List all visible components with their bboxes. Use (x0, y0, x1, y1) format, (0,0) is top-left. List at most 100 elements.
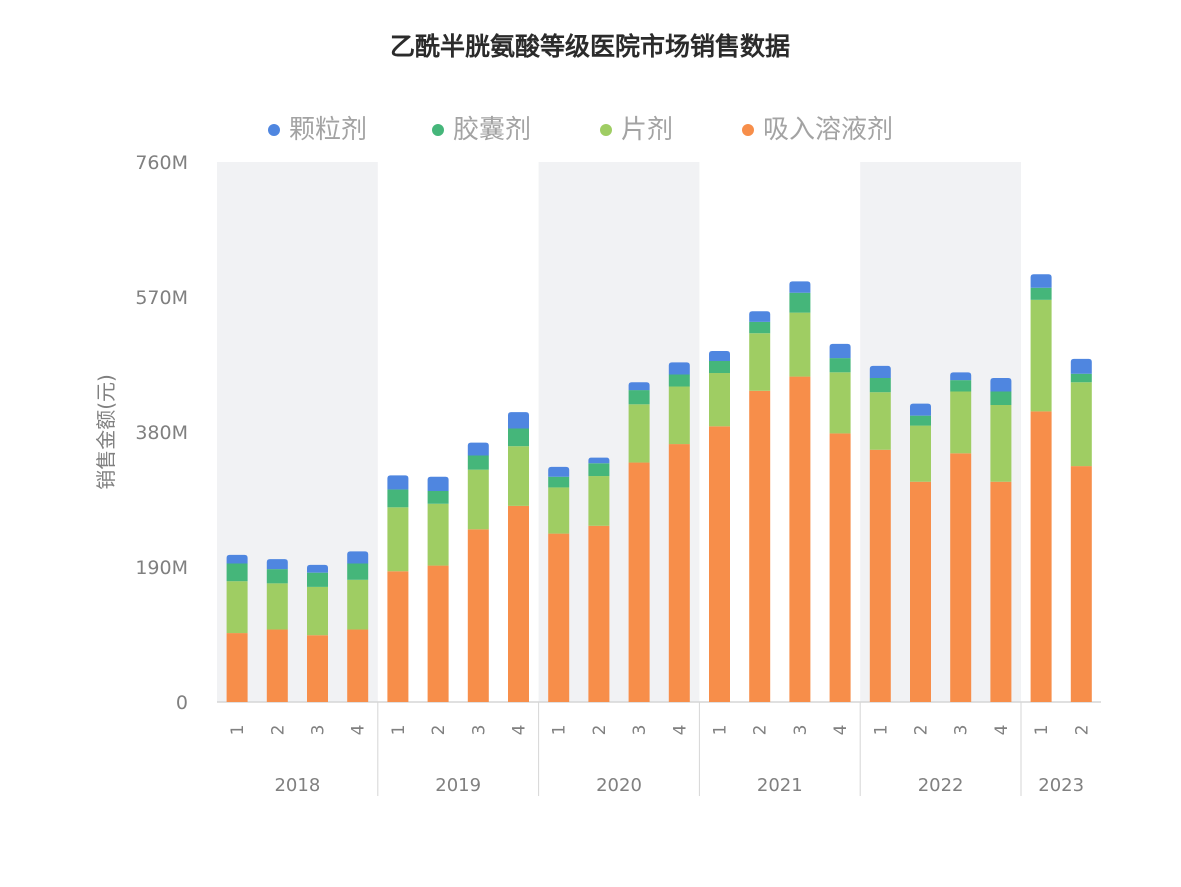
bar-segment-片剂 (990, 405, 1012, 482)
bar-segment-胶囊剂 (628, 390, 650, 405)
x-tick-label: 2 (590, 725, 610, 736)
y-tick-label: 570M (135, 287, 188, 309)
x-group-label: 2020 (596, 775, 642, 796)
y-tick-label: 190M (135, 557, 188, 579)
bar-segment-吸入溶液剂 (869, 449, 891, 702)
bar-segment-片剂 (266, 583, 288, 630)
bar-segment-颗粒剂 (508, 412, 529, 429)
bar-segment-颗粒剂 (1070, 358, 1092, 374)
bar-segment-胶囊剂 (548, 476, 570, 488)
x-tick-label: 1 (228, 725, 248, 736)
bar-segment-颗粒剂 (990, 378, 1012, 392)
bar-segment-吸入溶液剂 (548, 533, 570, 702)
bar-segment-胶囊剂 (829, 358, 851, 373)
x-group-label: 2018 (274, 775, 320, 796)
bar-segment-胶囊剂 (508, 428, 529, 447)
bar-segment-胶囊剂 (387, 489, 409, 508)
bar-segment-吸入溶液剂 (789, 376, 811, 702)
bar-segment-吸入溶液剂 (829, 433, 851, 702)
bar-segment-胶囊剂 (749, 321, 771, 334)
bar-segment-片剂 (668, 386, 690, 445)
x-group-label: 2023 (1038, 775, 1084, 796)
bar-segment-吸入溶液剂 (467, 529, 489, 702)
legend-marker-颗粒剂 (268, 124, 280, 136)
bar-segment-胶囊剂 (427, 490, 449, 504)
x-tick-label: 1 (1032, 725, 1052, 736)
bar-segment-片剂 (628, 404, 650, 463)
bar-segment-片剂 (588, 476, 610, 526)
bar-segment-颗粒剂 (789, 281, 811, 293)
x-tick-label: 3 (309, 725, 329, 736)
bar-segment-吸入溶液剂 (950, 453, 972, 702)
bar-segment-胶囊剂 (588, 463, 610, 477)
x-tick-label: 1 (550, 725, 570, 736)
bar-segment-颗粒剂 (668, 362, 690, 375)
x-tick-label: 2 (1072, 725, 1092, 736)
bar-segment-吸入溶液剂 (709, 426, 730, 702)
bar-segment-片剂 (789, 312, 811, 377)
bar-segment-片剂 (548, 487, 570, 534)
bar-segment-胶囊剂 (1070, 373, 1092, 383)
chart-title: 乙酰半胱氨酸等级医院市场销售数据 (390, 32, 790, 61)
bar-segment-吸入溶液剂 (990, 481, 1012, 702)
bar-segment-吸入溶液剂 (266, 629, 288, 702)
legend-marker-片剂 (600, 124, 612, 136)
bar-segment-吸入溶液剂 (226, 633, 248, 702)
bar-segment-颗粒剂 (226, 554, 248, 564)
bar-segment-吸入溶液剂 (1070, 466, 1092, 702)
bar-segment-片剂 (749, 333, 771, 391)
bar-segment-胶囊剂 (950, 380, 972, 392)
bar-segment-胶囊剂 (869, 378, 891, 393)
legend-label: 颗粒剂 (289, 115, 367, 145)
bar-segment-颗粒剂 (749, 311, 771, 322)
bar-segment-吸入溶液剂 (668, 444, 690, 702)
bar-segment-颗粒剂 (427, 476, 449, 491)
bar-segment-颗粒剂 (950, 372, 972, 381)
bar-segment-片剂 (467, 469, 489, 530)
x-tick-label: 4 (831, 725, 851, 736)
bar-segment-吸入溶液剂 (427, 565, 449, 702)
bar-segment-胶囊剂 (467, 455, 489, 470)
bar-segment-胶囊剂 (347, 563, 369, 580)
x-tick-label: 2 (751, 725, 771, 736)
year-bands (217, 162, 1021, 702)
bar-segment-颗粒剂 (548, 466, 570, 477)
bar-segment-颗粒剂 (266, 559, 288, 570)
bar-segment-胶囊剂 (1030, 287, 1052, 300)
bar-segment-吸入溶液剂 (910, 481, 931, 702)
x-tick-label: 4 (349, 725, 369, 736)
bar-segment-颗粒剂 (869, 365, 891, 378)
y-tick-label: 380M (135, 422, 188, 444)
legend-label: 片剂 (621, 115, 673, 145)
bar-segment-片剂 (427, 503, 449, 566)
bar-segment-吸入溶液剂 (588, 525, 610, 702)
legend-label: 吸入溶液剂 (763, 115, 893, 145)
bar-segment-吸入溶液剂 (508, 505, 529, 702)
bar-segment-胶囊剂 (709, 360, 730, 374)
bar-segment-颗粒剂 (387, 475, 409, 490)
x-tick-label: 4 (992, 725, 1012, 736)
bar-segment-颗粒剂 (709, 351, 730, 361)
bar-segment-片剂 (910, 425, 931, 482)
bar-segment-胶囊剂 (266, 569, 288, 584)
x-group-label: 2022 (918, 775, 964, 796)
x-tick-label: 2 (268, 725, 288, 736)
bar-segment-颗粒剂 (829, 343, 851, 359)
x-axis-labels: 1 2 3 4 2018 1 2 3 4 2019 1 2 3 4 2020 1 2 3 4 2021 1 2 3 4 2022… (228, 702, 1092, 796)
legend-label: 胶囊剂 (453, 115, 531, 145)
bar-segment-颗粒剂 (307, 564, 328, 573)
bar-segment-胶囊剂 (910, 415, 931, 426)
bar-segment-胶囊剂 (789, 292, 811, 313)
legend-marker-胶囊剂 (432, 124, 444, 136)
bar-segment-片剂 (950, 391, 972, 454)
y-axis-label: 销售金额(元) (94, 374, 118, 490)
bar-segment-吸入溶液剂 (387, 571, 409, 702)
bar-segment-片剂 (1070, 382, 1092, 467)
bar-segment-胶囊剂 (226, 563, 248, 582)
bars-layer (226, 274, 1092, 702)
bar-segment-片剂 (869, 392, 891, 450)
x-tick-label: 4 (510, 725, 530, 736)
x-tick-label: 1 (389, 725, 409, 736)
x-tick-label: 2 (429, 725, 449, 736)
